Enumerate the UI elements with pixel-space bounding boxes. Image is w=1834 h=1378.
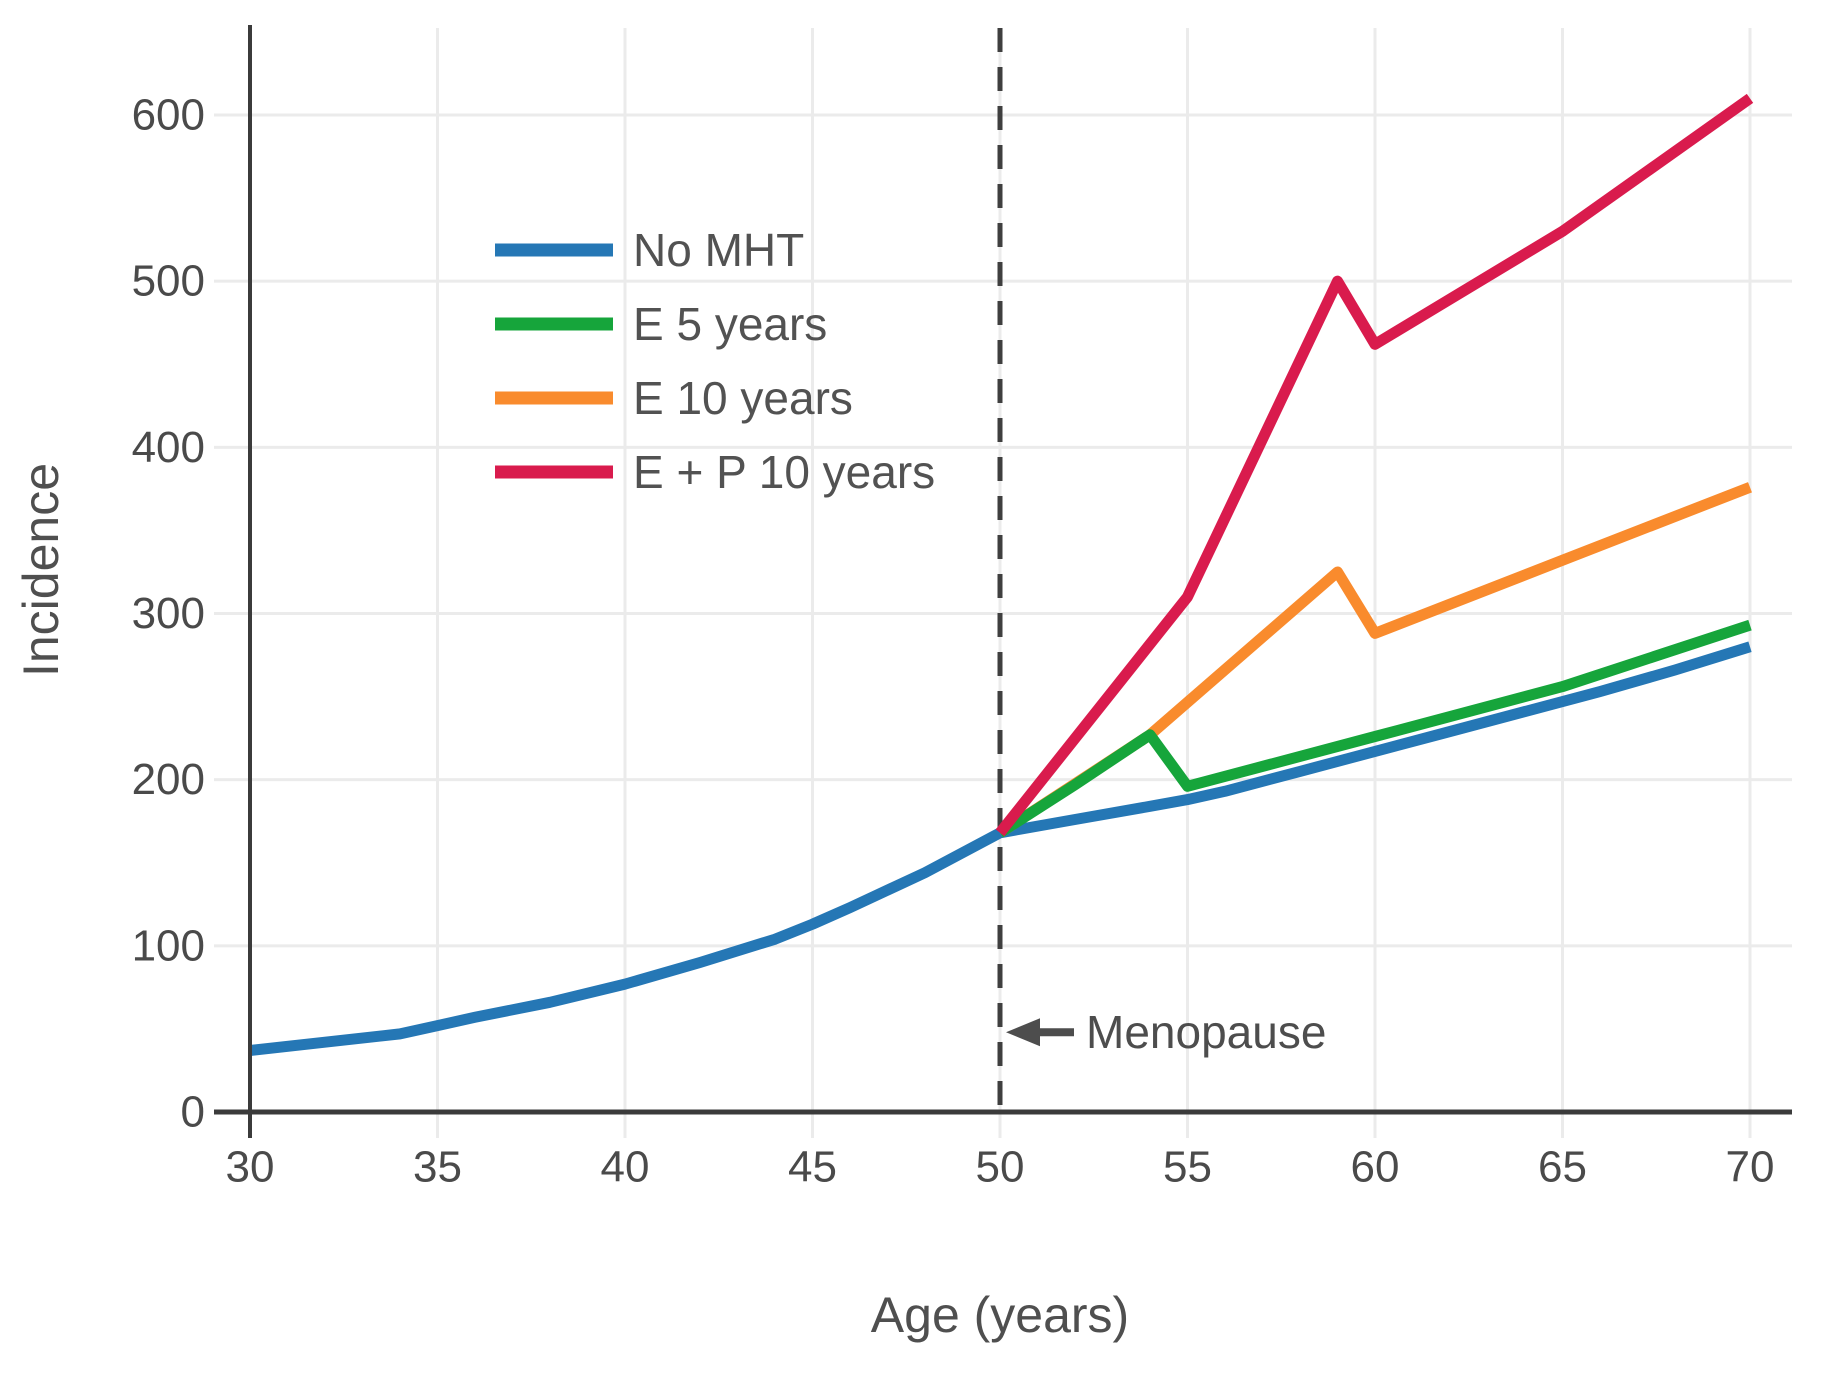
y-axis-title: Incidence <box>13 463 69 677</box>
x-tick-label: 70 <box>1726 1143 1775 1192</box>
series-line-e-p-10-years <box>995 93 1754 837</box>
axes <box>214 25 1792 1138</box>
x-tick-label: 60 <box>1351 1143 1400 1192</box>
legend-label: No MHT <box>633 224 804 276</box>
tick-labels: 0 100 200 300 400 500 600 30 35 40 45 50 55 60 65 70 <box>132 91 1775 1192</box>
y-tick-label: 300 <box>132 589 205 638</box>
series-lines <box>249 93 1754 1056</box>
annotation-text: Menopause <box>1086 1006 1326 1058</box>
x-tick-label: 35 <box>413 1143 462 1192</box>
legend-label: E + P 10 years <box>633 446 935 498</box>
legend-label: E 10 years <box>633 372 853 424</box>
x-tick-label: 50 <box>976 1143 1025 1192</box>
x-tick-label: 30 <box>226 1143 275 1192</box>
y-tick-label: 0 <box>181 1088 205 1137</box>
legend-label: E 5 years <box>633 298 827 350</box>
y-tick-label: 500 <box>132 257 205 306</box>
left-arrowhead-icon <box>1006 1018 1040 1047</box>
x-tick-label: 45 <box>788 1143 837 1192</box>
x-tick-label: 55 <box>1163 1143 1212 1192</box>
x-tick-label: 65 <box>1538 1143 1587 1192</box>
x-axis-title: Age (years) <box>871 1287 1129 1343</box>
menopause-annotation: Menopause <box>1006 1006 1326 1058</box>
legend: No MHT E 5 years E 10 years E + P 10 years <box>495 224 935 498</box>
y-tick-label: 600 <box>132 91 205 140</box>
y-tick-label: 400 <box>132 423 205 472</box>
x-tick-label: 40 <box>601 1143 650 1192</box>
y-tick-label: 100 <box>132 921 205 970</box>
series-line-e-5-years <box>997 619 1752 838</box>
gridlines <box>214 28 1792 1138</box>
y-tick-label: 200 <box>132 755 205 804</box>
